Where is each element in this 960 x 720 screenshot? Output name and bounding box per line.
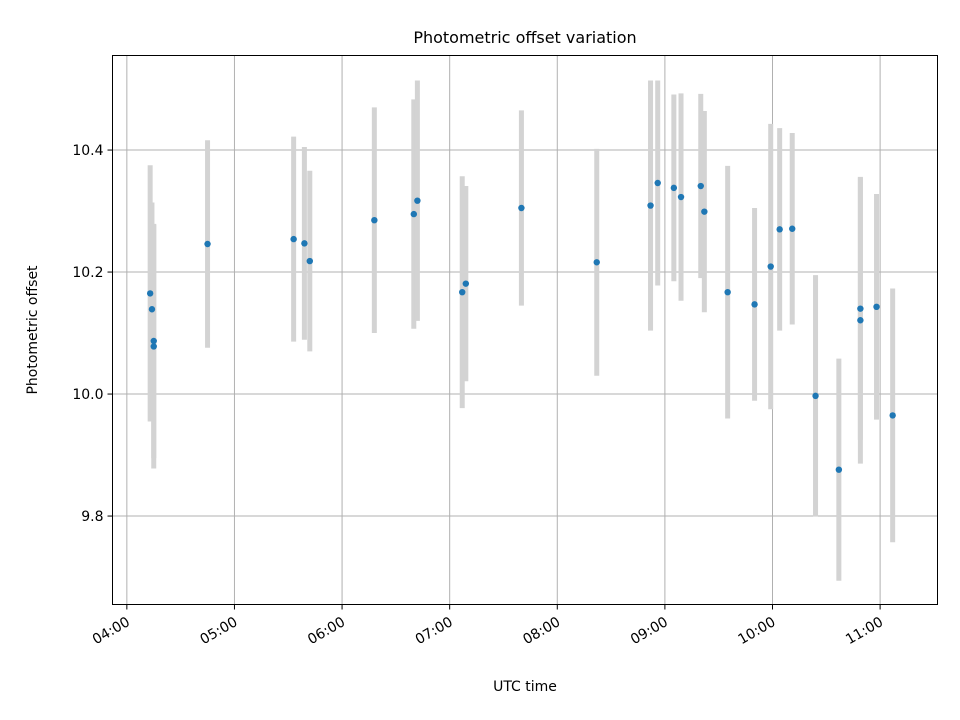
data-point [857, 305, 864, 312]
data-point [301, 240, 308, 247]
x-tick-label: 06:00 [305, 614, 348, 648]
data-point [677, 193, 685, 201]
data-point [148, 306, 156, 313]
data-point [150, 337, 157, 345]
data-point [724, 288, 731, 296]
x-tick-label: 07:00 [413, 614, 456, 648]
x-tick-label: 10:00 [736, 614, 779, 648]
data-point [701, 208, 708, 215]
x-tick-label: 08:00 [520, 614, 563, 648]
chart-title: Photometric offset variation [413, 28, 636, 47]
data-point [789, 225, 796, 232]
data-point [414, 197, 421, 204]
data-point [410, 210, 418, 218]
x-tick-label: 11:00 [843, 614, 886, 648]
data-point [371, 217, 378, 224]
y-tick-label: 9.8 [81, 509, 103, 525]
x-tick-label: 04:00 [90, 614, 133, 648]
data-point [518, 204, 525, 212]
data-point [647, 202, 654, 209]
data-point [873, 303, 880, 311]
data-points [146, 179, 896, 473]
data-point [290, 235, 297, 243]
data-point [670, 184, 678, 192]
data-point [767, 263, 774, 270]
data-point [776, 226, 783, 233]
x-axis-label: UTC time [493, 679, 557, 695]
data-point [146, 290, 154, 297]
data-point [697, 182, 704, 190]
grid-lines [112, 55, 938, 605]
data-point [459, 288, 466, 296]
y-axis-label: Photometric offset [25, 265, 41, 395]
data-point [306, 257, 313, 265]
data-point [835, 466, 843, 473]
y-tick-label: 10.4 [72, 143, 103, 159]
data-point [889, 412, 896, 419]
data-point [751, 301, 758, 308]
data-point [204, 240, 211, 248]
plot-background [112, 55, 938, 605]
y-tick-label: 10.0 [72, 387, 103, 403]
data-point [462, 280, 470, 287]
plot-frame [112, 55, 938, 605]
data-point [654, 179, 661, 187]
data-point [593, 259, 600, 266]
x-tick-label: 05:00 [198, 614, 241, 648]
y-tick-label: 10.2 [72, 265, 103, 281]
data-point [150, 343, 157, 350]
x-tick-label: 09:00 [628, 614, 671, 648]
data-point [857, 317, 864, 324]
data-point [812, 392, 819, 400]
